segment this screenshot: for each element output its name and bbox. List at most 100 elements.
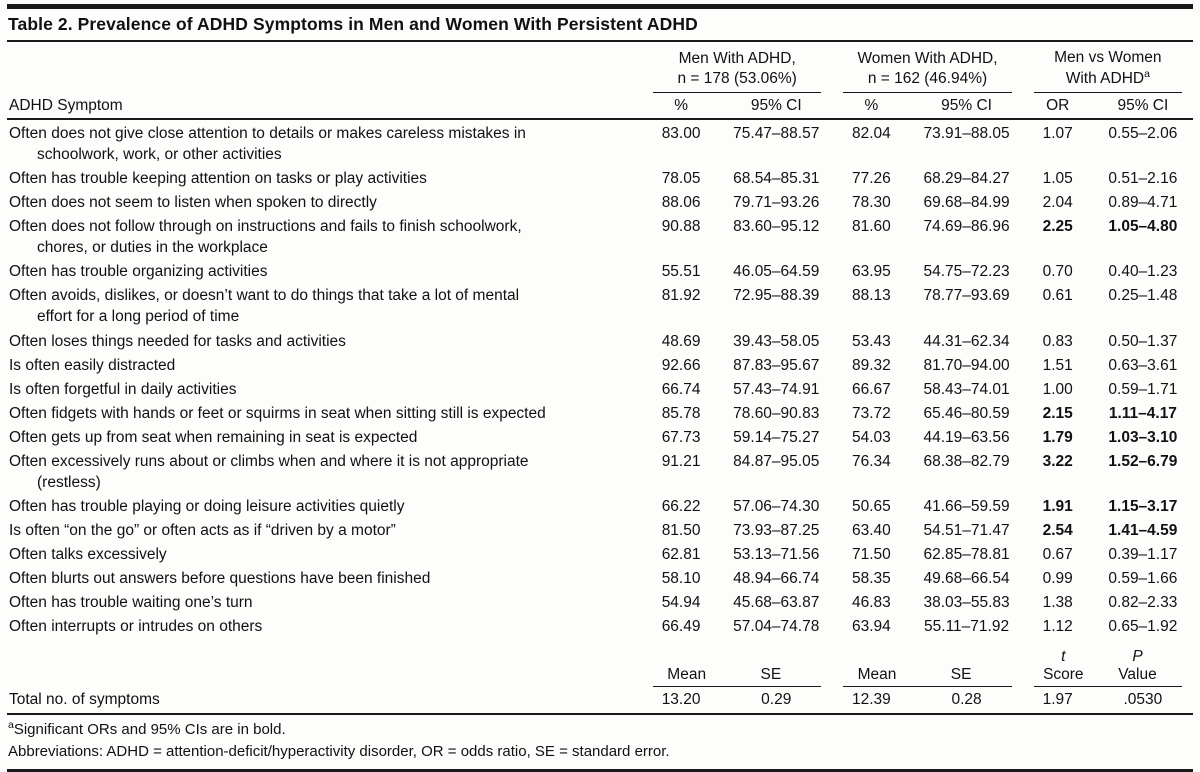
men-pct-cell: 66.74 <box>661 380 701 398</box>
table-row: Often interrupts or intrudes on others 6… <box>7 615 1193 639</box>
or-ci-cell: 1.52–6.79 <box>1108 452 1178 470</box>
col-header-women-pct: % <box>864 96 879 114</box>
footnote-abbreviations: Abbreviations: ADHD = attention-deficit/… <box>8 742 670 760</box>
or-ci-cell: 0.39–1.17 <box>1108 546 1178 564</box>
or-cell: 1.00 <box>1042 380 1073 398</box>
men-pct-cell: 78.05 <box>661 169 701 187</box>
table-row: Often excessively runs about or climbs w… <box>7 449 1193 494</box>
men-ci-cell: 73.93–87.25 <box>733 522 820 540</box>
table-title: Table 2. Prevalence of ADHD Symptoms in … <box>7 9 1193 42</box>
men-pct-cell: 66.22 <box>661 498 701 516</box>
group-header-men-vs-women: Men vs Women With ADHDa <box>1023 42 1193 94</box>
or-cell: 1.91 <box>1042 498 1073 516</box>
or-cell: 1.05 <box>1042 169 1073 187</box>
or-cell: 3.22 <box>1042 452 1073 470</box>
or-ci-cell: 0.82–2.33 <box>1108 594 1178 612</box>
or-cell: 1.38 <box>1042 594 1073 612</box>
symptom-cell: Often does not seem to listen when spoke… <box>9 194 377 212</box>
women-pct-cell: 63.40 <box>852 522 891 540</box>
women-pct-cell: 88.13 <box>852 287 891 305</box>
or-cell: 0.67 <box>1042 546 1073 564</box>
men-pct-cell: 88.06 <box>661 194 701 212</box>
men-pct-cell: 62.81 <box>661 546 701 564</box>
women-ci-cell: 55.11–71.92 <box>924 618 1010 636</box>
women-ci-cell: 44.31–62.34 <box>923 332 1010 350</box>
col-header-symptom: ADHD Symptom <box>9 96 123 114</box>
group-header-spacer <box>7 42 642 94</box>
or-ci-cell: 0.89–4.71 <box>1108 194 1178 212</box>
or-ci-cell: 1.41–4.59 <box>1108 522 1178 540</box>
or-cell: 0.83 <box>1042 332 1073 350</box>
women-ci-cell: 62.85–78.81 <box>923 546 1010 564</box>
group-men-line1: Men With ADHD, <box>678 50 796 68</box>
women-ci-cell: 65.46–80.59 <box>923 404 1010 422</box>
group-header-women: Women With ADHD, n = 162 (46.94%) <box>832 42 1022 94</box>
symptom-cell: Often talks excessively <box>9 546 167 564</box>
symptom-cell: Often fidgets with hands or feet or squi… <box>9 404 546 422</box>
footnote-marker-a: a <box>1144 67 1150 80</box>
women-pct-cell: 71.50 <box>852 546 891 564</box>
or-ci-cell: 0.25–1.48 <box>1108 287 1178 305</box>
or-cell: 1.79 <box>1042 428 1073 446</box>
or-cell: 2.54 <box>1042 522 1073 540</box>
or-cell: 2.25 <box>1042 218 1073 236</box>
table-row: Often has trouble playing or doing leisu… <box>7 495 1193 519</box>
table-row: Is often easily distracted 92.66 87.83–9… <box>7 353 1193 377</box>
symptom-cell: Often avoids, dislikes, or doesn’t want … <box>9 287 520 326</box>
men-ci-cell: 68.54–85.31 <box>733 169 820 187</box>
women-pct-cell: 46.83 <box>852 594 891 612</box>
total-row-label: Total no. of symptoms <box>9 691 160 709</box>
women-pct-cell: 89.32 <box>852 356 891 374</box>
total-men-mean: 13.20 <box>661 691 701 709</box>
p-value-header: P Value <box>1118 648 1157 684</box>
or-ci-cell: 0.40–1.23 <box>1108 263 1178 281</box>
col-header-men-pct: % <box>674 96 688 114</box>
men-pct-cell: 66.49 <box>661 618 701 636</box>
symptom-cell: Often has trouble keeping attention on t… <box>9 169 427 187</box>
table-row: Often has trouble organizing activities … <box>7 260 1193 284</box>
col-header-or: OR <box>1046 96 1070 114</box>
men-ci-cell: 45.68–63.87 <box>733 594 820 612</box>
col-header-men-ci: 95% CI <box>750 96 802 114</box>
bottom-rule <box>7 768 1193 772</box>
table-row: Is often forgetful in daily activities 6… <box>7 377 1193 401</box>
total-t-score: 1.97 <box>1042 691 1073 709</box>
or-ci-cell: 0.65–1.92 <box>1108 618 1178 636</box>
women-ci-cell: 54.51–71.47 <box>923 522 1010 540</box>
men-ci-cell: 72.95–88.39 <box>733 287 820 305</box>
symptom-cell: Often blurts out answers before question… <box>9 570 431 588</box>
or-ci-cell: 1.05–4.80 <box>1108 218 1178 236</box>
men-ci-cell: 57.43–74.91 <box>733 380 820 398</box>
table-row: Often talks excessively 62.81 53.13–71.5… <box>7 543 1193 567</box>
men-ci-cell: 57.04–74.78 <box>733 618 820 636</box>
or-ci-cell: 1.11–4.17 <box>1108 404 1177 422</box>
or-ci-cell: 0.59–1.66 <box>1108 570 1178 588</box>
women-pct-cell: 82.04 <box>852 124 891 142</box>
column-group-header-row: Men With ADHD, n = 178 (53.06%) Women Wi… <box>7 42 1193 94</box>
col-header-women-ci: 95% CI <box>941 96 992 114</box>
summary-section: Mean SE Mean SE t Score P Value <box>7 639 1193 715</box>
women-pct-cell: 58.35 <box>852 570 891 588</box>
subheader-row: ADHD Symptom % 95% CI % 95% CI OR 95% CI <box>7 94 1193 119</box>
adhd-symptoms-table: Men With ADHD, n = 178 (53.06%) Women Wi… <box>7 42 1193 715</box>
total-row: Total no. of symptoms 13.20 0.29 12.39 0… <box>7 688 1193 715</box>
table-row: Often has trouble keeping attention on t… <box>7 166 1193 190</box>
group-mvw-line1: Men vs Women <box>1054 49 1162 66</box>
table-row: Often blurts out answers before question… <box>7 567 1193 591</box>
symptom-cell: Often has trouble playing or doing leisu… <box>9 498 405 516</box>
women-pct-cell: 76.34 <box>852 452 891 470</box>
men-se-header: SE <box>760 666 782 684</box>
or-ci-cell: 0.55–2.06 <box>1108 124 1178 142</box>
women-pct-cell: 50.65 <box>852 498 891 516</box>
summary-spacer <box>7 639 642 688</box>
men-pct-cell: 54.94 <box>661 594 701 612</box>
or-cell: 1.12 <box>1042 618 1073 636</box>
table-row: Often fidgets with hands or feet or squi… <box>7 401 1193 425</box>
group-mvw-line2: With ADHDa <box>1065 67 1150 87</box>
group-women-line1: Women With ADHD, <box>857 50 998 68</box>
or-cell: 0.99 <box>1042 570 1073 588</box>
group-header-men: Men With ADHD, n = 178 (53.06%) <box>642 42 832 94</box>
women-ci-cell: 73.91–88.05 <box>923 124 1010 142</box>
women-pct-cell: 73.72 <box>852 404 891 422</box>
symptom-cell: Often does not give close attention to d… <box>9 124 526 163</box>
